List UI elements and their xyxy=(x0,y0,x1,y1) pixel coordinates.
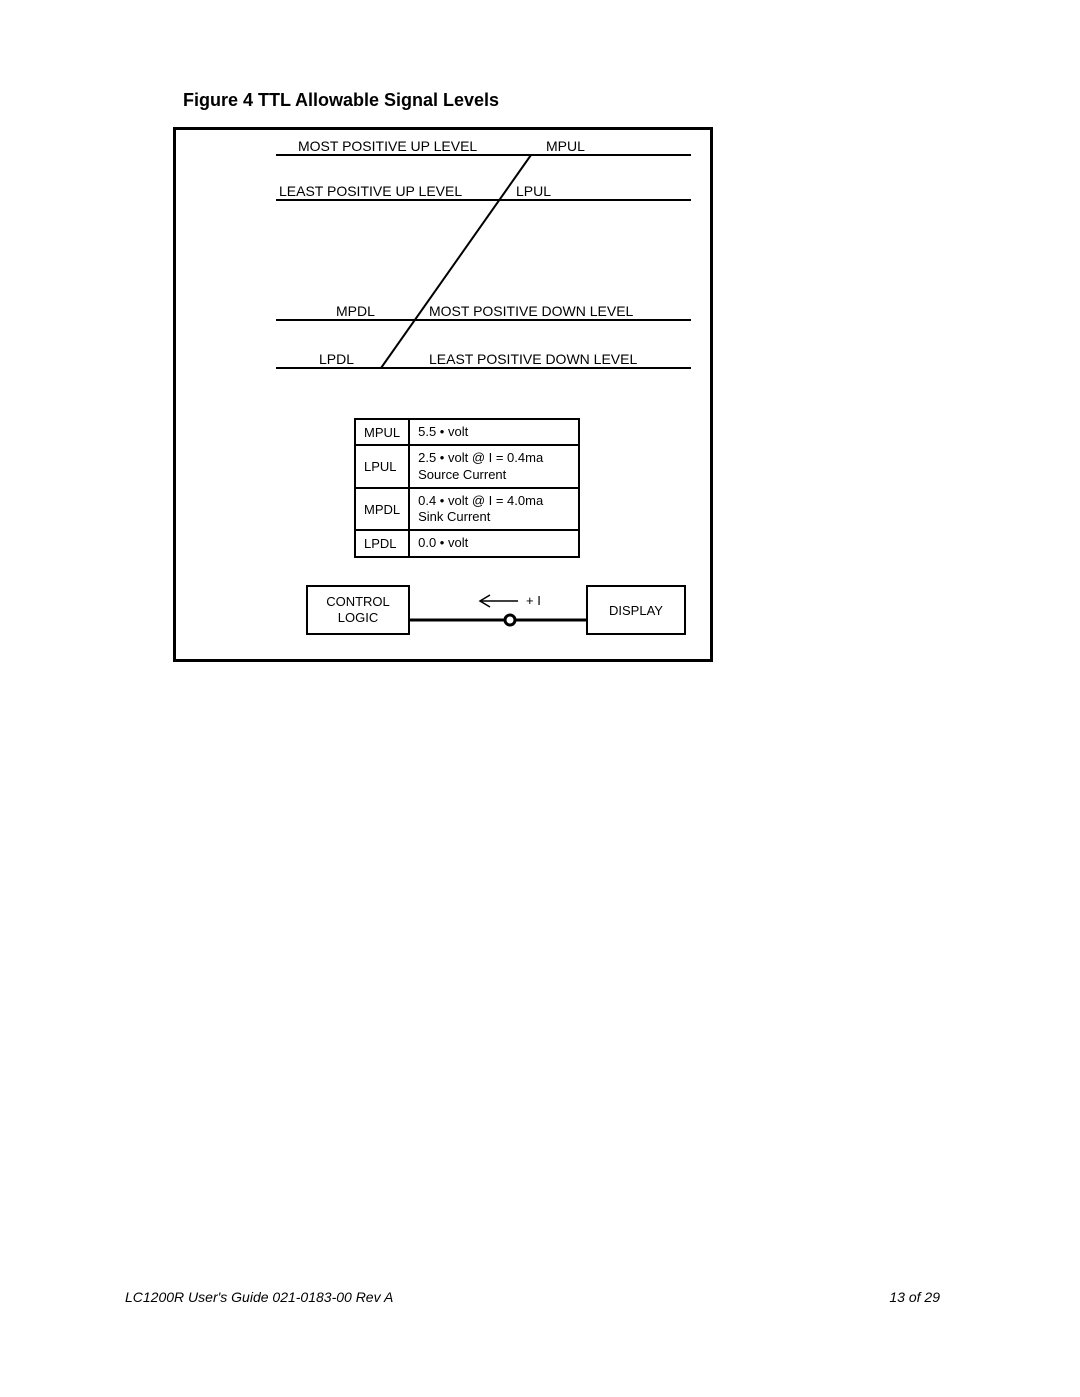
connector-diagram: + I xyxy=(410,585,586,640)
lpdl-abbr: LPDL xyxy=(319,351,354,367)
mpul-abbr: MPUL xyxy=(546,138,585,154)
spec-desc: 0.0 • volt xyxy=(409,530,579,556)
lpdl-label: LEAST POSITIVE DOWN LEVEL xyxy=(429,351,637,367)
page-footer: LC1200R User's Guide 021-0183-00 Rev A 1… xyxy=(125,1289,940,1305)
lpul-abbr: LPUL xyxy=(516,183,551,199)
spec-desc: 2.5 • volt @ I = 0.4maSource Current xyxy=(409,445,579,488)
spec-abbr: LPDL xyxy=(355,530,409,556)
spec-abbr: MPUL xyxy=(355,419,409,445)
arrow-label: + I xyxy=(526,593,541,608)
spec-abbr: LPUL xyxy=(355,445,409,488)
mpul-label: MOST POSITIVE UP LEVEL xyxy=(298,138,477,154)
mpdl-label: MOST POSITIVE DOWN LEVEL xyxy=(429,303,634,319)
table-row: LPUL 2.5 • volt @ I = 0.4maSource Curren… xyxy=(355,445,579,488)
display-box: DISPLAY xyxy=(586,585,686,635)
mpdl-abbr: MPDL xyxy=(336,303,375,319)
table-row: MPDL 0.4 • volt @ I = 4.0maSink Current xyxy=(355,488,579,531)
footer-left: LC1200R User's Guide 021-0183-00 Rev A xyxy=(125,1289,393,1305)
spec-desc: 0.4 • volt @ I = 4.0maSink Current xyxy=(409,488,579,531)
control-logic-box: CONTROLLOGIC xyxy=(306,585,410,635)
figure-caption: Figure 4 TTL Allowable Signal Levels xyxy=(183,90,499,111)
figure-frame: MOST POSITIVE UP LEVEL MPUL LEAST POSITI… xyxy=(173,127,713,662)
block-row: CONTROLLOGIC + I DISPLAY xyxy=(306,585,686,640)
spec-desc: 5.5 • volt xyxy=(409,419,579,445)
signal-level-diagram: MOST POSITIVE UP LEVEL MPUL LEAST POSITI… xyxy=(176,130,716,390)
table-row: MPUL 5.5 • volt xyxy=(355,419,579,445)
table-row: LPDL 0.0 • volt xyxy=(355,530,579,556)
spec-abbr: MPDL xyxy=(355,488,409,531)
spec-table: MPUL 5.5 • volt LPUL 2.5 • volt @ I = 0.… xyxy=(354,418,580,558)
lpul-label: LEAST POSITIVE UP LEVEL xyxy=(279,183,462,199)
footer-right: 13 of 29 xyxy=(889,1289,940,1305)
